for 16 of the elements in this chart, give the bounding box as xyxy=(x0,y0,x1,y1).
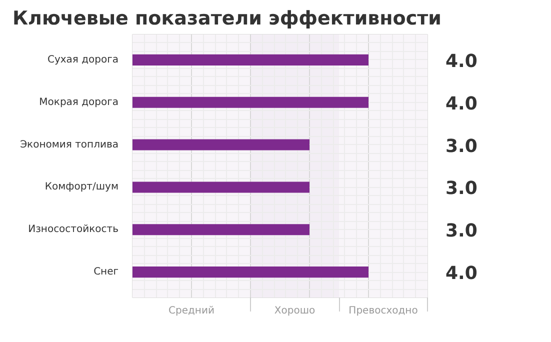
data-label: 4.0 xyxy=(446,93,478,114)
y-tick-label: Износостойкость xyxy=(28,224,119,236)
y-tick-label: Мокрая дорога xyxy=(39,96,119,108)
data-label: 4.0 xyxy=(446,263,478,284)
y-tick-label: Экономия топлива xyxy=(20,139,119,150)
y-tick-label: Сухая дорога xyxy=(47,54,119,66)
data-label: 4.0 xyxy=(446,50,478,72)
data-label: 3.0 xyxy=(446,178,478,200)
data-label: 3.0 xyxy=(446,220,478,242)
band-label: Хорошо xyxy=(274,306,316,316)
band-label: Превосходно xyxy=(348,306,418,316)
y-tick-label: Снег xyxy=(94,266,119,278)
chart-title: Ключевые показатели эффективности xyxy=(12,8,442,30)
band-label: Средний xyxy=(168,306,214,316)
data-label: 3.0 xyxy=(446,136,478,157)
y-tick-label: Комфорт/шум xyxy=(44,182,119,193)
